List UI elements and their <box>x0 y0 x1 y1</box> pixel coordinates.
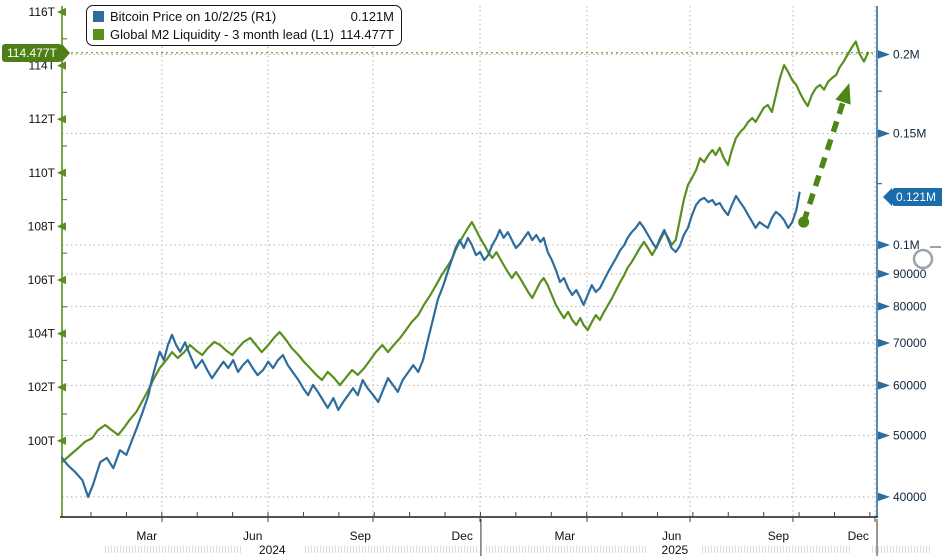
right-tick-arrow-icon <box>878 431 890 440</box>
right-axis-tick-label: 90000 <box>893 267 927 281</box>
x-axis-month-label: Dec <box>848 529 869 543</box>
left-tick-arrow-icon <box>57 7 66 17</box>
right-axis-tick-label: 40000 <box>893 490 927 504</box>
x-axis-month-label: Jun <box>243 529 262 543</box>
x-axis-month-label: Jun <box>662 529 681 543</box>
circle-annotation <box>912 248 934 270</box>
legend-label: Global M2 Liquidity - 3 month lead (L1) <box>110 26 335 42</box>
right-axis-tick-label: 0.2M <box>893 47 920 61</box>
left-tick-arrow-icon <box>57 222 66 231</box>
x-axis-month-label: Mar <box>555 529 576 543</box>
right-tick-arrow-icon <box>878 338 890 348</box>
bitcoin-last-value-badge: 0.121M <box>883 188 942 206</box>
right-axis-tick-label: 0.15M <box>893 127 926 141</box>
legend-value: 114.477T <box>340 26 394 42</box>
right-axis-tick-label: 60000 <box>893 378 927 392</box>
left-tick-arrow-icon <box>57 168 66 177</box>
m2-liquidity-line <box>60 40 870 464</box>
left-tick-arrow-icon <box>57 436 66 445</box>
right-axis-tick-label: 80000 <box>893 299 927 313</box>
illegible-microtext <box>702 546 852 553</box>
left-axis-tick-label: 108T <box>28 219 56 233</box>
left-tick-arrow-icon <box>57 61 66 70</box>
chart-legend: Bitcoin Price on 10/2/25 (R1) 0.121M Glo… <box>86 5 402 46</box>
illegible-microtext <box>305 546 478 553</box>
illegible-microtext <box>105 546 243 553</box>
right-tick-arrow-icon <box>878 302 890 311</box>
left-axis-tick-label: 112T <box>29 112 56 126</box>
left-axis-tick-label: 102T <box>28 380 56 394</box>
right-tick-arrow-icon <box>878 50 890 59</box>
m2-series-swatch-icon <box>93 28 104 40</box>
left-tick-arrow-icon <box>57 275 66 285</box>
bitcoin-price-line <box>60 191 801 498</box>
left-tick-arrow-icon <box>57 115 66 124</box>
right-axis-tick-label: 50000 <box>893 429 927 443</box>
right-tick-arrow-icon <box>878 269 890 279</box>
projection-arrow-origin-dot <box>798 216 810 228</box>
right-tick-arrow-icon <box>878 381 890 390</box>
right-tick-arrow-icon <box>878 129 890 138</box>
legend-label: Bitcoin Price on 10/2/25 (R1) <box>110 9 277 25</box>
x-axis-month-label: Dec <box>451 529 472 543</box>
x-axis-month-label: Sep <box>350 529 372 543</box>
m2-last-value-badge: 114.477T <box>2 44 70 62</box>
right-tick-arrow-icon <box>878 240 890 250</box>
bitcoin-series-swatch-icon <box>93 11 104 23</box>
legend-item-bitcoin[interactable]: Bitcoin Price on 10/2/25 (R1) 0.121M <box>93 8 394 25</box>
legend-item-m2[interactable]: Global M2 Liquidity - 3 month lead (L1) … <box>93 26 394 43</box>
left-tick-arrow-icon <box>57 329 66 338</box>
x-axis-year-label: 2024 <box>259 543 286 556</box>
projection-arrow-shaft <box>801 97 847 224</box>
right-tick-arrow-icon <box>878 492 890 502</box>
x-axis-month-label: Mar <box>136 529 157 543</box>
left-axis-tick-label: 100T <box>28 434 56 448</box>
projection-arrowhead-icon <box>835 83 851 105</box>
left-axis-tick-label: 116T <box>29 5 56 19</box>
left-axis-tick-label: 110T <box>29 166 56 180</box>
illegible-microtext <box>486 546 646 553</box>
left-axis-tick-label: 104T <box>28 327 56 341</box>
left-axis-tick-label: 106T <box>28 273 56 287</box>
left-tick-arrow-icon <box>57 383 66 392</box>
left-axis-tick-label: 114T <box>29 59 56 73</box>
illegible-microtext <box>872 546 932 553</box>
legend-value: 0.121M <box>350 9 394 25</box>
x-axis-year-label: 2025 <box>662 543 689 556</box>
right-axis-tick-label: 0.1M <box>893 238 920 252</box>
x-axis-month-label: Sep <box>768 529 790 543</box>
right-axis-tick-label: 70000 <box>893 336 927 350</box>
